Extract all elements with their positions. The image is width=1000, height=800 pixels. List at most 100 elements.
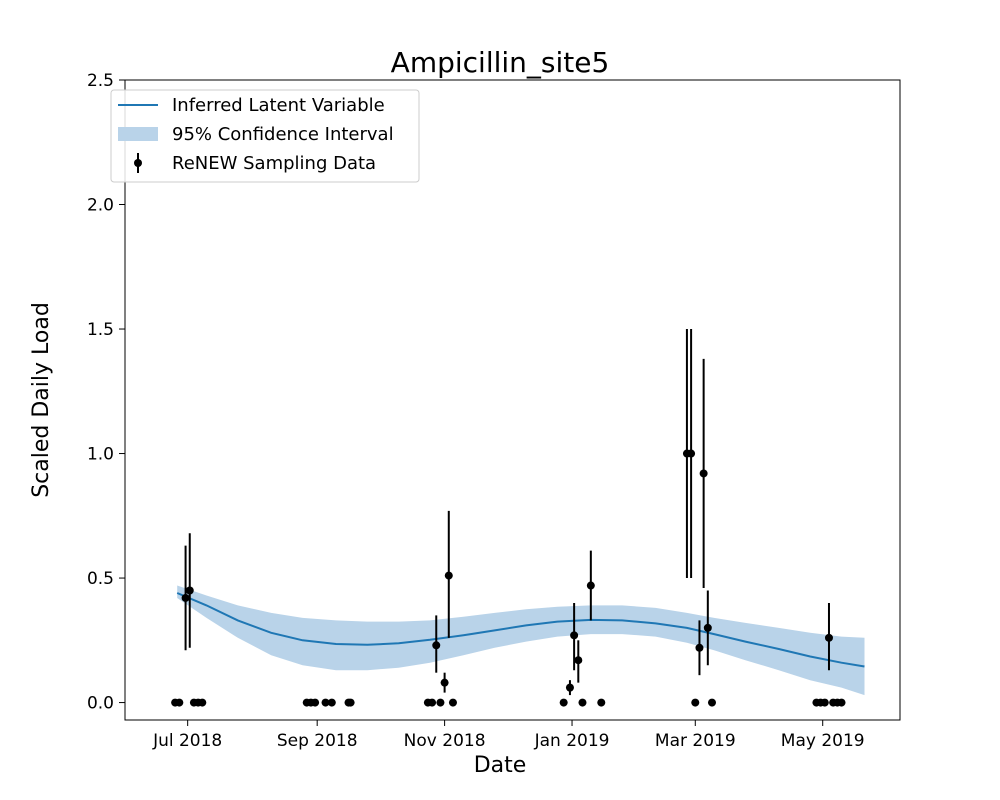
data-point xyxy=(837,698,846,707)
sampling-points-layer xyxy=(171,329,846,707)
legend-marker-swatch xyxy=(134,159,142,167)
x-tick-label: Sep 2018 xyxy=(277,731,358,751)
data-marker xyxy=(691,698,700,707)
legend: Inferred Latent Variable 95% Confidence I… xyxy=(110,89,420,183)
legend-item: Inferred Latent Variable xyxy=(118,95,385,116)
legend-band-swatch xyxy=(118,127,158,141)
x-tick-label: Nov 2018 xyxy=(404,731,486,751)
data-marker xyxy=(565,683,574,692)
data-point xyxy=(428,698,437,707)
x-tick: Jul 2018 xyxy=(152,720,222,751)
x-tick-label: Mar 2019 xyxy=(655,731,736,751)
y-axis-label: Scaled Daily Load xyxy=(29,302,54,498)
data-marker xyxy=(346,698,355,707)
data-marker xyxy=(695,643,704,652)
data-point xyxy=(703,590,712,666)
legend-label: ReNEW Sampling Data xyxy=(172,153,376,174)
data-point xyxy=(707,698,716,707)
x-axis-label: Date xyxy=(474,753,527,778)
data-marker xyxy=(586,581,595,590)
x-tick: Jan 2019 xyxy=(534,720,609,751)
y-tick-label: 0.5 xyxy=(87,569,114,589)
data-point xyxy=(687,329,696,579)
plot-frame xyxy=(124,79,901,721)
data-point xyxy=(327,698,336,707)
data-marker xyxy=(824,633,833,642)
data-marker xyxy=(181,593,190,602)
x-tick: Mar 2019 xyxy=(655,720,736,751)
data-marker xyxy=(440,678,449,687)
y-tick-label: 2.5 xyxy=(87,71,114,91)
data-marker xyxy=(559,698,568,707)
data-point xyxy=(820,698,829,707)
data-marker xyxy=(687,449,696,458)
data-point xyxy=(185,533,194,648)
y-tick: 0.5 xyxy=(87,569,125,589)
data-marker xyxy=(175,698,184,707)
data-marker xyxy=(699,469,708,478)
legend-label: Inferred Latent Variable xyxy=(172,95,385,116)
legend-item: 95% Confidence Interval xyxy=(118,124,394,145)
data-point xyxy=(691,698,700,707)
y-tick-label: 0.0 xyxy=(87,694,114,714)
data-point xyxy=(586,550,595,621)
data-point xyxy=(432,615,441,673)
data-marker xyxy=(570,631,579,640)
data-point xyxy=(198,698,207,707)
data-point xyxy=(597,698,606,707)
x-tick: Nov 2018 xyxy=(404,720,486,751)
data-point xyxy=(436,698,445,707)
x-tick-label: May 2019 xyxy=(781,731,865,751)
data-marker xyxy=(578,698,587,707)
data-point xyxy=(559,698,568,707)
data-marker xyxy=(444,571,453,580)
legend-label: 95% Confidence Interval xyxy=(172,124,394,145)
y-tick-label: 1.0 xyxy=(87,445,114,465)
data-point xyxy=(574,640,583,683)
data-marker xyxy=(198,698,207,707)
legend-box xyxy=(110,89,420,183)
y-tick: 1.0 xyxy=(87,445,125,465)
y-tick: 0.0 xyxy=(87,694,125,714)
confidence-band-layer xyxy=(177,585,865,696)
data-point xyxy=(695,620,704,676)
data-marker xyxy=(436,698,445,707)
data-marker xyxy=(321,698,330,707)
y-tick: 2.5 xyxy=(87,71,125,91)
data-point xyxy=(448,698,457,707)
data-point xyxy=(311,698,320,707)
data-marker xyxy=(574,656,583,665)
data-marker xyxy=(597,698,606,707)
x-axis-ticks: Jul 2018 Sep 2018 Nov 2018 Jan 2019 Mar 2019… xyxy=(152,720,865,751)
latent-line-layer xyxy=(176,592,865,668)
data-point xyxy=(444,510,453,638)
data-marker xyxy=(311,698,320,707)
data-marker xyxy=(703,623,712,632)
data-marker xyxy=(707,698,716,707)
y-tick-label: 1.5 xyxy=(87,320,114,340)
data-point xyxy=(346,698,355,707)
x-tick-label: Jul 2018 xyxy=(152,731,222,751)
data-marker xyxy=(185,586,194,595)
y-tick: 2.0 xyxy=(87,196,125,216)
legend-item: ReNEW Sampling Data xyxy=(134,153,376,174)
data-point xyxy=(578,698,587,707)
data-marker xyxy=(820,698,829,707)
x-tick: Sep 2018 xyxy=(277,720,358,751)
confidence-band xyxy=(177,585,865,696)
data-point xyxy=(175,698,184,707)
data-marker xyxy=(428,698,437,707)
y-tick-label: 2.0 xyxy=(87,196,114,216)
data-point xyxy=(181,545,190,651)
y-axis-ticks: 0.0 0.5 1.0 1.5 2.0 2.5 xyxy=(87,71,125,714)
latent-variable-line xyxy=(176,592,865,668)
data-point xyxy=(440,672,449,693)
data-marker xyxy=(327,698,336,707)
x-tick: May 2019 xyxy=(781,720,865,751)
data-point xyxy=(565,680,574,696)
data-marker xyxy=(432,641,441,650)
data-point xyxy=(570,602,579,671)
data-marker xyxy=(837,698,846,707)
